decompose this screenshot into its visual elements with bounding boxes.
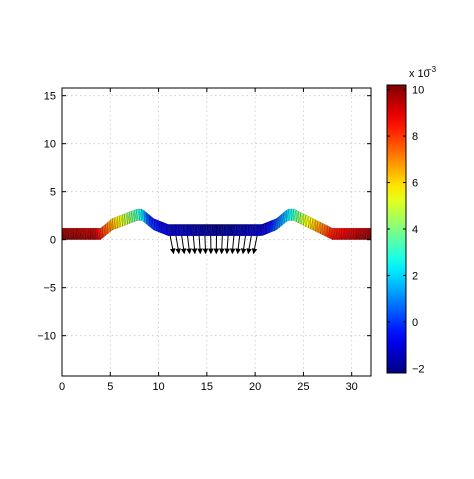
- colorbar-tick-label: 2: [412, 270, 418, 282]
- colorbar-tick-label: 4: [412, 224, 418, 236]
- colorbar-tick-label: 8: [412, 131, 418, 143]
- x-tick-label: 15: [201, 381, 213, 393]
- x-tick-label: 5: [107, 381, 113, 393]
- colorbar-tick-label: 6: [412, 178, 418, 190]
- x-tick-label: 25: [297, 381, 309, 393]
- y-tick-label: 5: [50, 187, 56, 199]
- colorbar-tick-label: 10: [412, 85, 424, 97]
- colorbar-tick-label: 0: [412, 317, 418, 329]
- x-tick-label: 0: [59, 381, 65, 393]
- y-tick-label: 10: [44, 139, 56, 151]
- x-tick-label: 30: [346, 381, 358, 393]
- y-tick-label: −5: [43, 283, 56, 295]
- x-tick-label: 20: [249, 381, 261, 393]
- x-tick-label: 10: [152, 381, 164, 393]
- y-tick-label: 15: [44, 91, 56, 103]
- y-tick-label: 0: [50, 235, 56, 247]
- colorbar-exponent-power: −3: [427, 65, 437, 74]
- y-tick-label: −10: [37, 331, 56, 343]
- colorbar-tick-label: −2: [412, 363, 425, 375]
